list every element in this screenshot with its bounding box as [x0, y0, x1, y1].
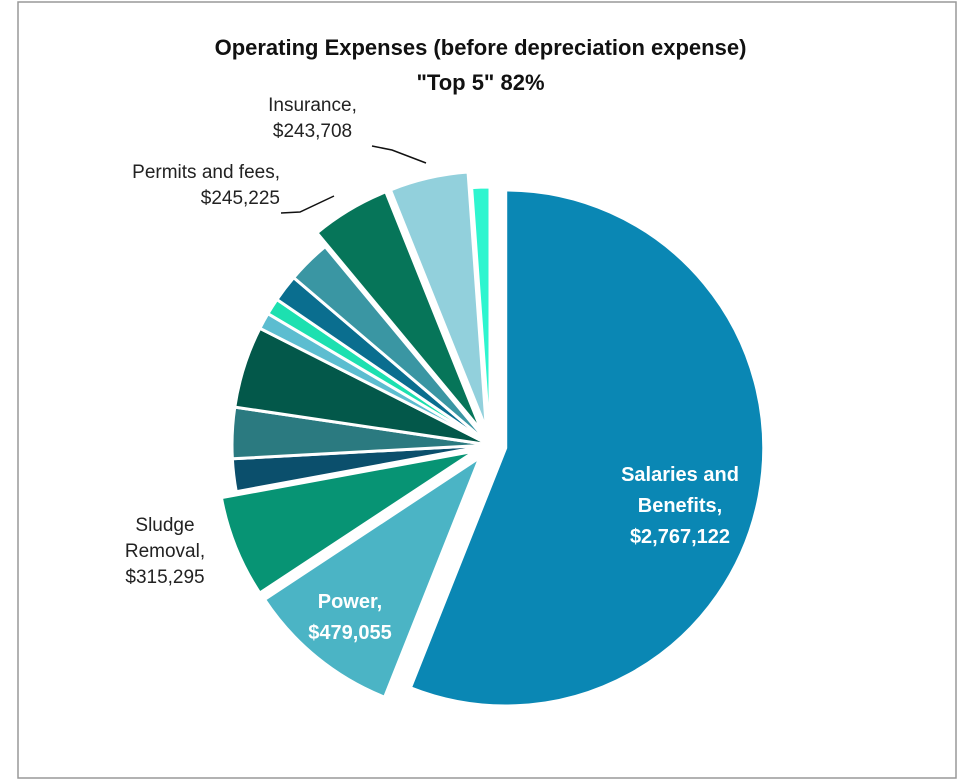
value-label: $315,295 — [125, 567, 205, 588]
data-label: Insurance, $243,708 — [250, 93, 375, 145]
category-label: Sludge Removal, — [124, 515, 206, 562]
pie-slice — [388, 170, 488, 430]
data-label: Power, $479,055 — [280, 587, 420, 649]
category-label: Permits and fees, — [132, 162, 280, 183]
value-label: $245,225 — [200, 188, 280, 209]
data-label: Sludge Removal, $315,295 — [100, 513, 230, 591]
data-label: Permits and fees, $245,225 — [110, 160, 280, 212]
pie-slice — [262, 453, 484, 700]
category-label: Salaries and Benefits, — [621, 464, 739, 517]
pie-slice — [219, 449, 476, 596]
value-label: $243,708 — [272, 121, 353, 142]
data-label: Salaries and Benefits, $2,767,122 — [585, 460, 775, 553]
value-label: $2,767,122 — [629, 526, 731, 548]
leader-line — [371, 145, 427, 164]
chart-title: Operating Expenses (before depreciation … — [214, 35, 747, 60]
category-label: Power, — [317, 591, 383, 613]
leader-line — [280, 195, 335, 214]
pie-slice — [470, 185, 492, 446]
category-label: Insurance, — [268, 95, 357, 116]
pie-slice — [408, 188, 766, 708]
chart-subtitle: "Top 5" 82% — [416, 70, 545, 95]
value-label: $479,055 — [308, 622, 392, 644]
pie-slice — [291, 244, 492, 447]
pie-slice — [314, 189, 484, 433]
